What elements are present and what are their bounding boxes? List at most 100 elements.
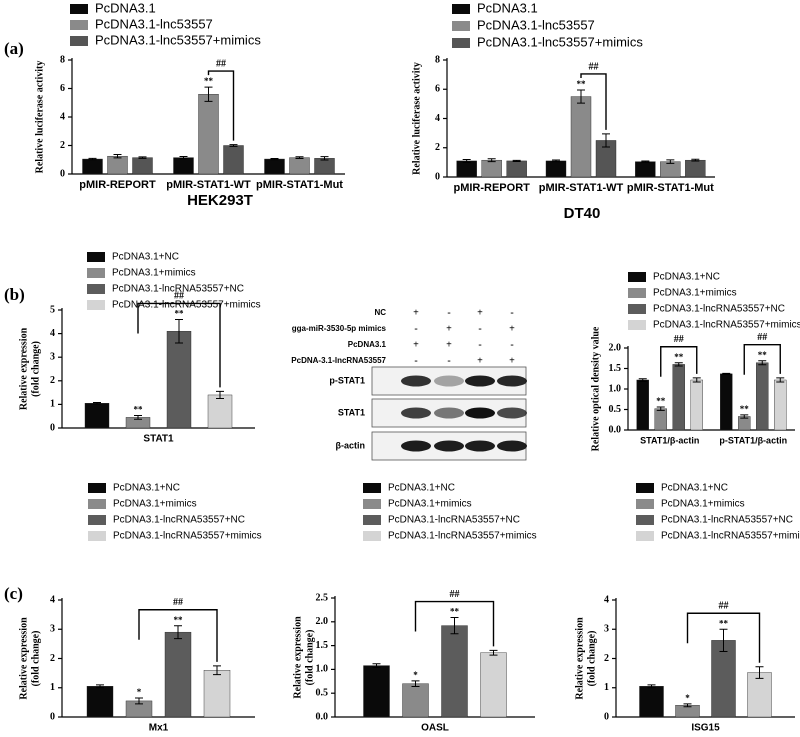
error-bar (213, 665, 221, 676)
condition-label: PcDNA-3.1-lncRNA53557 (291, 356, 386, 365)
bar (690, 379, 703, 431)
bracket-label: ## (757, 332, 767, 343)
error-bar (602, 133, 610, 148)
y-tick-label: 4 (435, 113, 440, 124)
bar (480, 652, 507, 718)
significance-label: ** (719, 618, 729, 628)
legend-label: PcDNA3.1-lnc53557+mimics (95, 32, 261, 47)
bar (635, 161, 656, 178)
y-tick-label: 5 (50, 304, 55, 315)
legend-swatch (452, 4, 470, 14)
condition-sign: + (413, 339, 419, 350)
y-axis-label: Relative optical density value (590, 326, 601, 451)
legend-label: PcDNA3.1-lncRNA53557+mimics (653, 320, 800, 331)
legend-swatch (88, 531, 106, 541)
legend-swatch (628, 288, 646, 298)
blot-band (465, 375, 495, 387)
bracket (414, 600, 495, 647)
legend-swatch (87, 268, 105, 278)
legend-swatch (70, 36, 88, 46)
error-bar (174, 625, 182, 640)
y-axis-label: (fold change) (30, 341, 41, 397)
error-bar (270, 157, 279, 161)
legend-swatch (452, 21, 470, 31)
bar (685, 159, 706, 178)
blot-band (434, 375, 464, 387)
error-bar (295, 156, 304, 159)
bar (756, 362, 769, 431)
bar (456, 160, 477, 178)
bar (82, 158, 103, 175)
error-bar (204, 86, 213, 102)
bar (636, 379, 649, 431)
condition-sign: - (510, 339, 513, 350)
condition-sign: + (446, 339, 452, 350)
error-bar (638, 378, 647, 382)
condition-label: NC (374, 308, 386, 317)
error-bar (134, 414, 142, 420)
legend-swatch (636, 499, 654, 509)
bar-chart: PcDNA3.1+NC PcDNA3.1+mimics PcDNA3.1-lncRN… (590, 272, 800, 452)
bar (198, 93, 219, 175)
bar-chart: (a) PcDNA3.1PcDNA3.1-lnc53557PcDNA3.1-lnc… (4, 0, 345, 209)
chart-title: HEK293T (187, 192, 253, 209)
y-axis-label: Relative expression (18, 617, 29, 700)
blot-band (465, 440, 495, 452)
error-bar (113, 153, 122, 159)
x-tick-label: STAT1/β-actin (640, 435, 699, 445)
x-tick-label: Mx1 (149, 723, 169, 734)
error-bar (758, 360, 767, 366)
error-bar (450, 617, 459, 635)
error-bar (320, 156, 329, 161)
y-tick-label: 0.5 (316, 687, 329, 698)
panel-label: (a) (4, 39, 24, 58)
y-tick-label: 0.0 (609, 424, 622, 435)
bracket (660, 346, 698, 377)
x-tick-label: pMIR-REPORT (79, 179, 156, 191)
bar (84, 403, 110, 429)
significance-label: ** (758, 350, 768, 360)
bar (570, 96, 592, 178)
y-tick-label: 0 (50, 422, 55, 433)
y-tick-label: 2.0 (316, 616, 329, 627)
y-tick-label: 0.0 (316, 711, 329, 722)
bar (173, 157, 194, 175)
bar (203, 670, 231, 718)
bar-chart: PcDNA3.1 PcDNA3.1-lnc53557 PcDNA3.1-lnc535… (411, 0, 715, 222)
error-bar (135, 697, 143, 705)
bar (363, 665, 390, 718)
legend-swatch (363, 531, 381, 541)
y-tick-label: 2 (435, 142, 440, 153)
error-bar (674, 362, 683, 367)
error-bar (372, 663, 381, 668)
error-bar (175, 318, 183, 344)
legend-label: PcDNA3.1 (477, 0, 538, 15)
error-bar (179, 155, 188, 160)
band-label: STAT1 (338, 407, 365, 417)
bracket (686, 612, 761, 663)
blot-band (434, 440, 464, 452)
bracket-label: ## (674, 334, 684, 345)
legend-swatch (87, 300, 105, 310)
error-bar (740, 414, 749, 419)
legend-label: PcDNA3.1-lncRNA53557+mimics (661, 531, 800, 542)
bar (672, 364, 685, 431)
condition-sign: - (478, 323, 481, 334)
y-tick-label: 3 (50, 624, 55, 635)
bar (166, 331, 192, 429)
significance-label: ** (577, 79, 587, 89)
legend-swatch (363, 499, 381, 509)
bracket (137, 302, 221, 388)
y-tick-label: 0.5 (609, 404, 622, 415)
y-axis-label: Relative luciferase activity (411, 62, 422, 175)
condition-sign: + (477, 355, 483, 366)
significance-label: ** (740, 404, 750, 414)
y-tick-label: 1 (50, 682, 55, 693)
error-bar (692, 377, 701, 383)
bracket (580, 73, 607, 130)
legend-swatch (88, 515, 106, 525)
error-bar (656, 406, 665, 411)
legend-swatch (87, 252, 105, 262)
legend-label: PcDNA3.1+mimics (661, 499, 745, 510)
